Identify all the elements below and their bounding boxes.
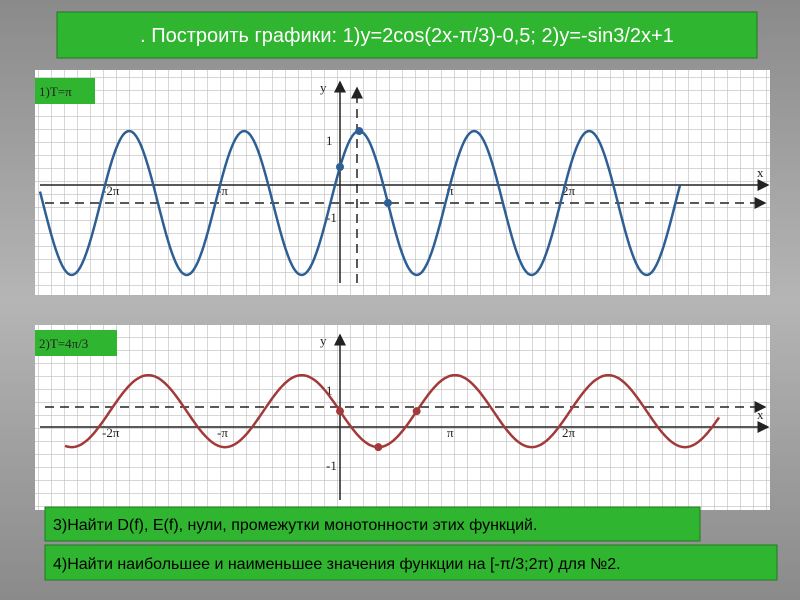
y-tick-label: -1: [326, 210, 337, 225]
x-tick-label: -2π: [102, 425, 120, 440]
label-box: [35, 330, 117, 356]
x-tick-label: π: [447, 425, 454, 440]
graph-2: 2)T=4π/3 y x 1 -1 -2π -π π 2π: [35, 330, 770, 500]
curve: [64, 373, 721, 449]
grid-2: [35, 325, 770, 510]
graph-1: 1)T=π yx1-1-2π -π π 2π: [35, 78, 770, 283]
title-box: [56, 11, 758, 59]
x-tick-label: 2π: [562, 425, 576, 440]
x-tick-label: π: [447, 183, 454, 198]
point: [336, 407, 344, 416]
title: . Построить графики: 1)y=2cos(2x-π/3)-0,…: [140, 25, 674, 47]
task-box: [44, 506, 701, 542]
y-tick-label: 1: [326, 383, 333, 398]
point: [336, 163, 344, 171]
graph-label: 2)T=4π/3: [39, 336, 88, 351]
point: [412, 407, 421, 416]
task: 4)Найти наибольшее и наименьшее значения…: [53, 556, 621, 573]
task-box: [44, 544, 778, 581]
y-tick-label: -1: [326, 458, 337, 473]
grid-1: [35, 70, 770, 295]
y-axis-label: y: [320, 80, 327, 95]
graph-label: 1)T=π: [39, 84, 72, 99]
x-tick-label: -π: [217, 425, 228, 440]
x-tick-label: -π: [217, 183, 228, 198]
point: [374, 443, 383, 452]
point: [355, 127, 364, 135]
x-tick-label: -2π: [102, 183, 120, 198]
label-box: [35, 78, 95, 104]
task: 3)Найти D(f), E(f), нули, промежутки мон…: [53, 517, 537, 534]
y-axis-label: y: [320, 333, 327, 348]
x-axis-label: x: [757, 407, 764, 422]
point: [383, 199, 392, 207]
x-axis-label: x: [757, 165, 764, 180]
y-tick-label: 1: [326, 133, 333, 148]
